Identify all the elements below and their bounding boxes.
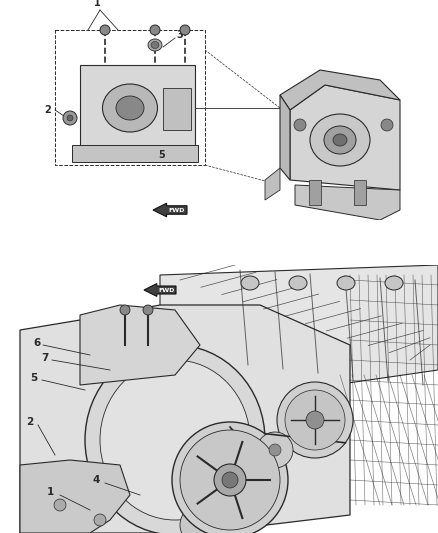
Text: 2: 2	[26, 417, 34, 427]
Circle shape	[269, 444, 281, 456]
Ellipse shape	[100, 360, 250, 520]
Circle shape	[180, 430, 280, 530]
Circle shape	[94, 514, 106, 526]
Circle shape	[67, 115, 73, 121]
Polygon shape	[160, 265, 438, 395]
Text: 4: 4	[92, 475, 100, 485]
Bar	[163, 88, 191, 130]
Circle shape	[180, 25, 190, 35]
Circle shape	[285, 390, 345, 450]
Polygon shape	[265, 168, 280, 200]
Text: 3: 3	[177, 30, 184, 40]
Ellipse shape	[310, 114, 370, 166]
Circle shape	[277, 382, 353, 458]
Polygon shape	[20, 305, 350, 533]
Text: 2: 2	[45, 105, 51, 115]
Circle shape	[172, 422, 288, 533]
Polygon shape	[80, 305, 200, 385]
Ellipse shape	[241, 276, 259, 290]
Bar	[309, 180, 321, 205]
Bar	[0, 220, 438, 265]
Text: 4: 4	[285, 103, 292, 113]
Bar	[55, 30, 205, 165]
Text: 1: 1	[46, 487, 53, 497]
Ellipse shape	[385, 276, 403, 290]
Polygon shape	[290, 85, 400, 190]
Ellipse shape	[324, 126, 356, 154]
Text: FWD: FWD	[169, 207, 185, 213]
Polygon shape	[72, 145, 198, 162]
Polygon shape	[153, 203, 187, 217]
Circle shape	[150, 25, 160, 35]
Ellipse shape	[116, 96, 144, 120]
Polygon shape	[144, 284, 176, 296]
Text: 1: 1	[94, 0, 100, 8]
Ellipse shape	[85, 345, 265, 533]
Ellipse shape	[151, 42, 159, 49]
Text: FWD: FWD	[158, 287, 175, 293]
Circle shape	[143, 305, 153, 315]
FancyBboxPatch shape	[80, 65, 195, 150]
Text: 5: 5	[159, 150, 166, 160]
Circle shape	[180, 505, 220, 533]
Ellipse shape	[289, 276, 307, 290]
Circle shape	[100, 25, 110, 35]
Ellipse shape	[102, 84, 158, 132]
Polygon shape	[295, 185, 400, 220]
Polygon shape	[280, 70, 400, 110]
Ellipse shape	[333, 134, 347, 146]
Circle shape	[54, 499, 66, 511]
Polygon shape	[20, 460, 130, 533]
Circle shape	[214, 464, 246, 496]
Text: 7: 7	[41, 353, 49, 363]
Text: 5: 5	[30, 373, 38, 383]
Circle shape	[381, 119, 393, 131]
Circle shape	[63, 111, 77, 125]
Ellipse shape	[337, 276, 355, 290]
Ellipse shape	[148, 39, 162, 51]
Text: 6: 6	[33, 338, 41, 348]
Circle shape	[306, 411, 324, 429]
Circle shape	[257, 432, 293, 468]
Circle shape	[222, 472, 238, 488]
Polygon shape	[280, 95, 290, 180]
Circle shape	[120, 305, 130, 315]
Bar	[354, 180, 366, 205]
Circle shape	[294, 119, 306, 131]
